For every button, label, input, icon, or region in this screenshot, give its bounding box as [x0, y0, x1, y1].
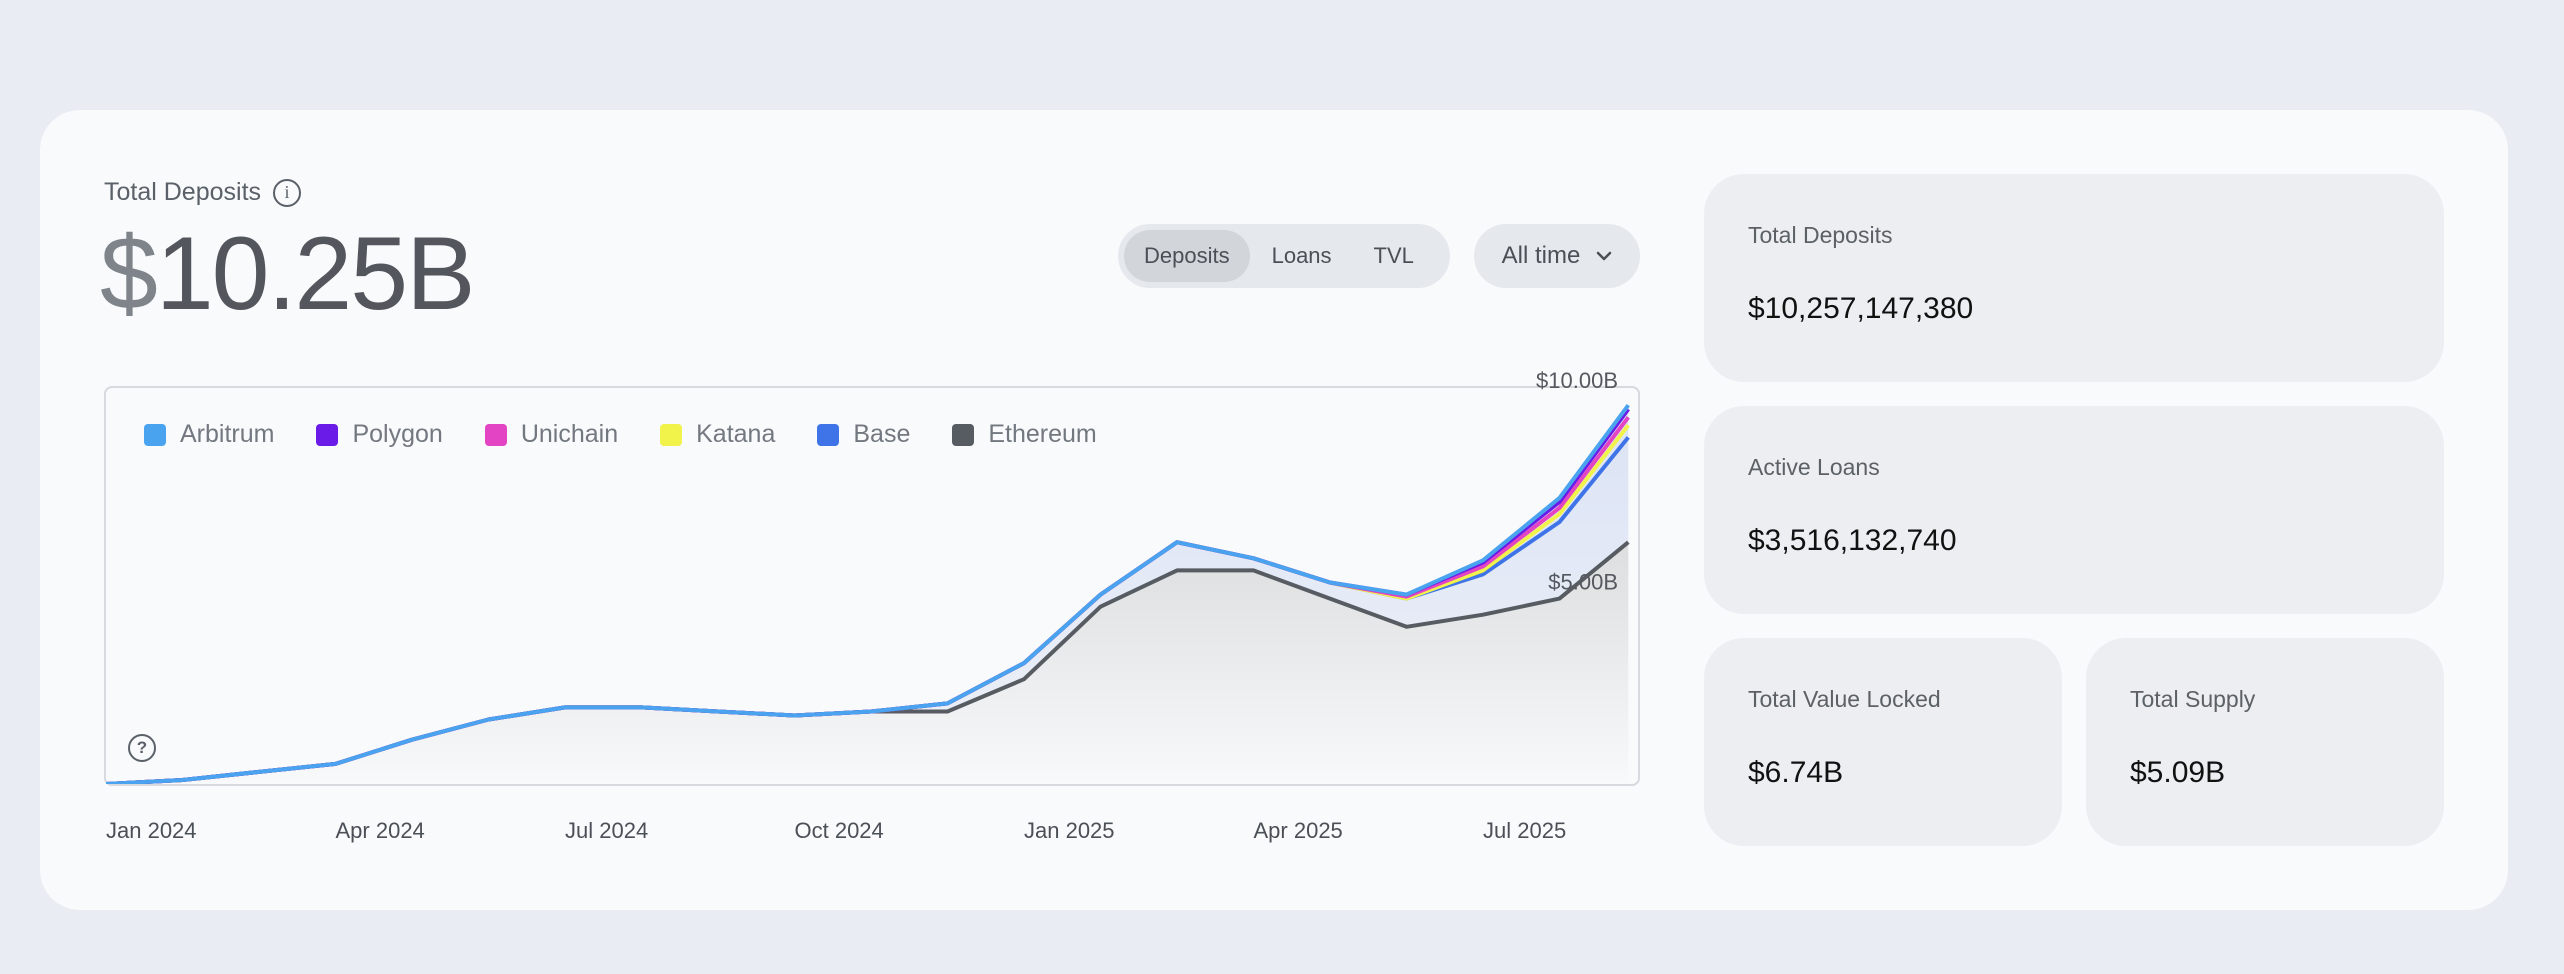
x-tick-label: Jan 2024 [106, 818, 197, 843]
legend-swatch [660, 423, 683, 446]
legend-swatch [817, 423, 840, 446]
stat-card-total-supply: Total Supply $5.09B [2086, 638, 2444, 846]
y-tick-label: $5.00B [1548, 570, 1618, 595]
time-range-dropdown[interactable]: All time [1474, 224, 1640, 288]
stat-label: Total Supply [2130, 686, 2256, 712]
tab-tvl[interactable]: TVL [1373, 243, 1414, 268]
tab-deposits[interactable]: Deposits [1124, 230, 1250, 282]
y-tick-label: $10.00B [1536, 368, 1618, 393]
stat-value: $5.09B [2130, 756, 2226, 789]
legend-item-unichain[interactable]: Unichain [484, 420, 619, 449]
legend-label: Katana [696, 420, 776, 448]
stat-label: Active Loans [1748, 454, 1880, 480]
x-tick-label: Jul 2025 [1483, 818, 1566, 843]
stat-label: Total Deposits [1748, 222, 1893, 248]
total-deposits-value: $10.25B [100, 222, 475, 326]
legend-item-katana[interactable]: Katana [660, 420, 775, 449]
legend-label: Polygon [352, 420, 443, 448]
stat-card-total-deposits: Total Deposits $10,257,147,380 [1704, 174, 2444, 382]
legend-label: Base [853, 420, 911, 448]
legend-item-base[interactable]: Base [817, 420, 910, 449]
legend-label: Unichain [520, 420, 619, 448]
legend-swatch [484, 423, 507, 446]
stat-value: $10,257,147,380 [1748, 292, 1974, 325]
legend-item-polygon[interactable]: Polygon [316, 420, 443, 449]
legend-label: Arbitrum [180, 420, 275, 448]
value-number: 10.25B [155, 216, 476, 332]
chart-legend: Arbitrum Polygon Unichain Katana Base Et… [144, 420, 1097, 449]
legend-swatch [952, 423, 975, 446]
legend-swatch [316, 423, 339, 446]
tab-loans[interactable]: Loans [1271, 243, 1332, 268]
stat-card-active-loans: Active Loans $3,516,132,740 [1704, 406, 2444, 614]
time-range-label: All time [1501, 242, 1581, 269]
area-fill-ethereum [106, 542, 1629, 784]
page-title: Total Deposits [104, 178, 262, 206]
stat-label: Total Value Locked [1748, 686, 1941, 712]
x-tick-label: Jul 2024 [565, 818, 648, 843]
stat-card-tvl: Total Value Locked $6.74B [1704, 638, 2062, 846]
x-tick-label: Jan 2025 [1024, 818, 1115, 843]
info-icon[interactable]: i [273, 178, 302, 207]
currency-symbol: $ [100, 216, 158, 332]
legend-item-ethereum[interactable]: Ethereum [952, 420, 1097, 449]
stat-value: $3,516,132,740 [1748, 524, 1957, 557]
x-tick-label: Apr 2024 [336, 818, 425, 843]
legend-label: Ethereum [988, 420, 1097, 448]
help-icon[interactable]: ? [128, 734, 156, 762]
stat-value: $6.74B [1748, 756, 1844, 789]
x-tick-label: Oct 2024 [795, 818, 884, 843]
metric-toggle: Deposits Loans TVL [1118, 224, 1450, 288]
header: Total Deposits i [104, 178, 302, 207]
series-line-arbitrum [106, 404, 1630, 784]
chevron-down-icon [1597, 251, 1612, 261]
legend-item-arbitrum[interactable]: Arbitrum [144, 420, 274, 449]
x-tick-label: Apr 2025 [1254, 818, 1343, 843]
legend-swatch [144, 423, 166, 446]
